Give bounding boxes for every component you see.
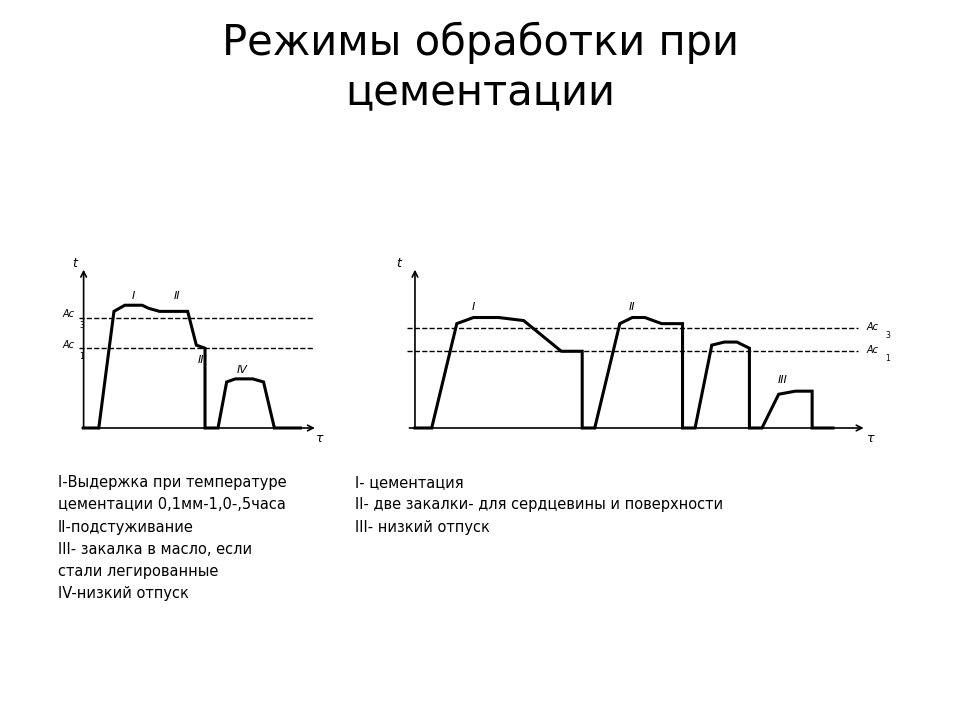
Text: Режимы обработки при
цементации: Режимы обработки при цементации (222, 22, 738, 114)
Text: III: III (198, 356, 207, 366)
Text: Ac: Ac (867, 322, 878, 332)
Text: Ac: Ac (63, 310, 75, 320)
Text: 1: 1 (885, 354, 890, 364)
Text: 1: 1 (79, 352, 84, 361)
Text: III: III (778, 375, 788, 385)
Text: τ: τ (867, 432, 875, 445)
Text: I- цементация
II- две закалки- для сердцевины и поверхности
III- низкий отпуск: I- цементация II- две закалки- для сердц… (355, 475, 723, 534)
Text: II: II (629, 302, 636, 312)
Text: II: II (174, 291, 180, 301)
Text: IV: IV (236, 364, 248, 374)
Text: Ac: Ac (63, 340, 75, 350)
Text: I: I (132, 291, 135, 301)
Text: 3: 3 (885, 331, 890, 341)
Text: I-Выдержка при температуре
цементации 0,1мм-1,0-,5часа
II-подстуживание
III- зак: I-Выдержка при температуре цементации 0,… (58, 475, 286, 601)
Text: 3: 3 (79, 321, 84, 330)
Text: Ac: Ac (867, 345, 878, 355)
Text: τ: τ (316, 432, 324, 445)
Text: t: t (396, 257, 400, 270)
Text: t: t (73, 257, 78, 270)
Text: I: I (472, 302, 475, 312)
